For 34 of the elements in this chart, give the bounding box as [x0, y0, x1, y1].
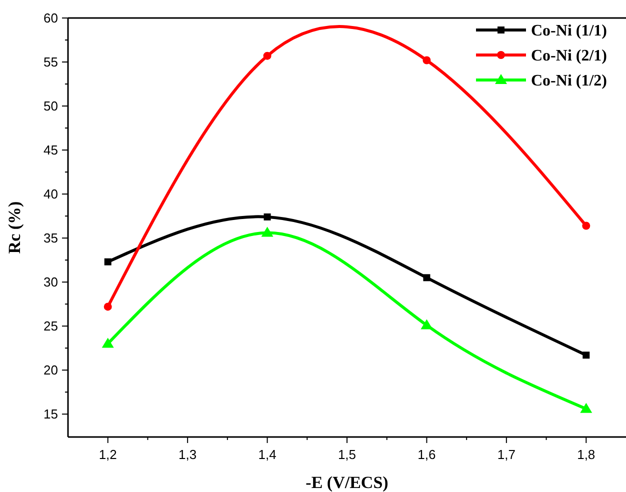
point — [102, 338, 114, 348]
x-tick-label: 1,5 — [338, 447, 356, 462]
point — [261, 226, 274, 237]
y-tick-label: 60 — [44, 10, 58, 26]
y-tick-label: 45 — [44, 142, 58, 158]
y-tick-label: 20 — [44, 362, 58, 378]
y-tick-label: 40 — [44, 186, 58, 202]
point — [264, 213, 271, 220]
point — [104, 302, 112, 311]
x-tick-label: 1,8 — [577, 447, 596, 462]
point — [420, 319, 433, 330]
point — [263, 52, 272, 60]
y-tick-label: 55 — [44, 54, 58, 70]
point — [582, 352, 590, 359]
y-tick-label: 15 — [44, 406, 58, 422]
x-tick-label: 1,7 — [497, 447, 516, 462]
x-tick-label: 1,4 — [258, 447, 276, 462]
y-tick-label: 25 — [44, 318, 58, 334]
point — [582, 222, 590, 230]
y-tick-label: 30 — [44, 274, 58, 290]
legend-label: Co-Ni (1/2) — [531, 72, 607, 90]
legend-label: Co-Ni (2/1) — [531, 48, 607, 65]
point — [104, 258, 112, 266]
legend-label: Co-Ni (1/1) — [531, 22, 607, 40]
point — [580, 402, 592, 413]
y-tick-label: 35 — [44, 230, 58, 246]
x-tick-label: 1,2 — [98, 447, 117, 462]
point — [422, 56, 431, 64]
x-tick-label: 1,6 — [418, 447, 436, 462]
x-tick-label: 1,3 — [178, 447, 197, 462]
y-axis-title: Rc (%) — [5, 201, 24, 254]
point — [423, 274, 430, 282]
x-axis-title: -E (V/ECS) — [306, 473, 388, 492]
y-tick-label: 50 — [44, 98, 58, 114]
